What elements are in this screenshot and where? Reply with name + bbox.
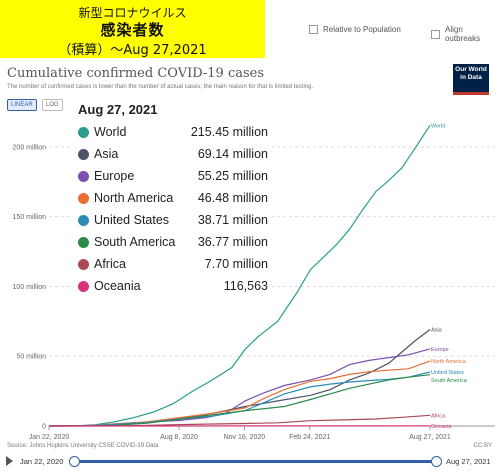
logo-line-2: in Data (460, 74, 482, 81)
banner-line-1: 新型コロナウイルス (78, 6, 187, 20)
legend-value: 69.14 million (197, 147, 268, 161)
linear-toggle[interactable]: LINEAR (7, 99, 37, 111)
legend-dot-icon (78, 259, 89, 270)
series-end-label: Europe (431, 347, 449, 353)
hover-legend: Aug 27, 2021 World 215.45 million Asia 6… (72, 98, 272, 298)
legend-name: Asia (94, 147, 119, 161)
banner-line-3: （積算）～Aug 27,2021 (58, 43, 207, 58)
y-tick-label: 50 million (16, 354, 46, 361)
series-line-north-america (48, 360, 431, 427)
chart-subtitle: The number of confirmed cases is lower t… (7, 84, 314, 90)
log-toggle[interactable]: LOG (42, 99, 63, 111)
align-label: Align outbreaks (444, 25, 481, 43)
legend-value: 55.25 million (197, 169, 268, 183)
legend-name: Africa (94, 257, 126, 271)
legend-row: South America 36.77 million (78, 235, 268, 252)
timeline-end-label: Aug 27, 2021 (446, 457, 491, 466)
legend-value: 7.70 million (204, 257, 268, 271)
timeline-track[interactable] (73, 460, 436, 463)
legend-name: Oceania (94, 279, 141, 293)
series-line-europe (48, 348, 431, 427)
x-tick-label: Aug 8, 2020 (160, 434, 198, 441)
license-link[interactable]: CC BY (473, 443, 492, 449)
series-line-south-america (48, 374, 431, 427)
source-note: Source: Johns Hopkins University CSSE CO… (7, 443, 159, 449)
series-line-world (48, 124, 431, 427)
legend-row: Europe 55.25 million (78, 169, 268, 186)
legend-row: Asia 69.14 million (78, 147, 268, 164)
y-tick-label: 200 million (13, 144, 47, 151)
series-lines (48, 124, 431, 427)
play-icon[interactable] (6, 456, 13, 466)
timeline-end-handle[interactable] (431, 456, 442, 467)
x-tick-label: Jan 22, 2020 (29, 434, 70, 441)
series-end-labels: World Asia Europe North America United State… (431, 123, 468, 429)
owid-logo[interactable]: Our World in Data (453, 64, 489, 95)
legend-value: 116,563 (223, 279, 268, 293)
relative-checkbox[interactable] (309, 25, 318, 34)
x-tick-label: Nov 16, 2020 (224, 434, 266, 441)
legend-dot-icon (78, 193, 89, 204)
legend-dot-icon (78, 281, 89, 292)
logo-line-1: Our World (455, 66, 487, 73)
relative-label: Relative to Population (323, 25, 401, 34)
legend-name: Europe (94, 169, 135, 183)
legend-date: Aug 27, 2021 (78, 102, 158, 117)
legend-row: Africa 7.70 million (78, 257, 268, 274)
series-end-label: North America (431, 359, 467, 365)
timeline-start-label: Jan 22, 2020 (20, 457, 64, 466)
legend-row: World 215.45 million (78, 125, 268, 142)
legend-row: Oceania 116,563 (78, 279, 268, 296)
series-end-label: World (431, 123, 445, 129)
align-outbreaks-option[interactable]: Align outbreaks (431, 25, 500, 43)
legend-dot-icon (78, 237, 89, 248)
legend-dot-icon (78, 215, 89, 226)
legend-name: South America (94, 235, 176, 249)
relative-to-population-option[interactable]: Relative to Population (309, 25, 401, 34)
legend-name: United States (94, 213, 170, 227)
legend-value: 46.48 million (197, 191, 268, 205)
align-checkbox[interactable] (431, 29, 440, 39)
series-end-label: South America (431, 378, 468, 384)
series-end-label: Asia (431, 328, 443, 334)
y-tick-label: 150 million (13, 214, 47, 221)
series-end-label: Africa (431, 413, 446, 419)
series-end-label: United States (431, 370, 464, 376)
legend-row: North America 46.48 million (78, 191, 268, 208)
legend-value: 36.77 million (197, 235, 268, 249)
timeline-start-handle[interactable] (69, 456, 80, 467)
chart-axes: 0 50 million 100 million 150 million 200 mil… (13, 144, 451, 441)
legend-name: World (94, 125, 127, 139)
legend-dot-icon (78, 171, 89, 182)
legend-name: North America (94, 191, 174, 205)
legend-value: 38.71 million (197, 213, 268, 227)
legend-dot-icon (78, 127, 89, 138)
x-tick-label: Aug 27, 2021 (409, 434, 451, 441)
legend-dot-icon (78, 149, 89, 160)
banner-line-2: 感染者数 (100, 21, 165, 39)
legend-value: 215.45 million (190, 125, 268, 139)
legend-row: United States 38.71 million (78, 213, 268, 230)
chart-title: Cumulative confirmed COVID-19 cases (7, 66, 265, 81)
series-end-label: Oceania (431, 424, 452, 430)
y-tick-label: 0 (42, 424, 46, 431)
title-banner: 新型コロナウイルス 感染者数 （積算）～Aug 27,2021 (0, 0, 265, 58)
x-tick-label: Feb 24, 2021 (289, 434, 330, 441)
y-tick-label: 100 million (13, 284, 47, 291)
series-line-united-states (48, 371, 431, 427)
